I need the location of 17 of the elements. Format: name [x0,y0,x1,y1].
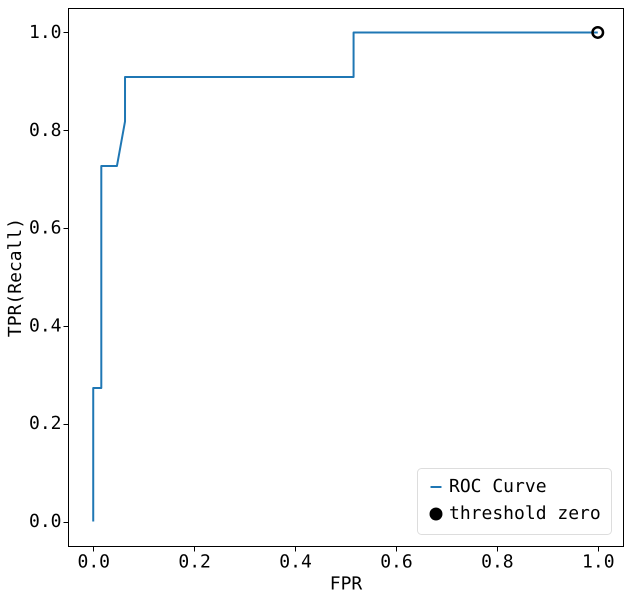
y-axis-title: TPR(Recall) [4,218,26,338]
x-tick-label: 0.2 [178,552,211,572]
x-tick-label: 0.0 [77,552,110,572]
y-tick-label: 0.0 [28,511,62,532]
x-tick-label: 0.6 [380,552,413,572]
y-tick-label: 1.0 [28,22,62,43]
y-tick-label: 0.6 [28,218,62,239]
x-tick-label: 1.0 [582,552,615,572]
x-tick-label: 0.4 [279,552,312,572]
x-axis-title: FPR [330,574,362,594]
y-tick-label: 0.2 [28,413,62,434]
y-tick-label: 0.4 [28,315,62,336]
y-tick-label: 0.8 [28,120,62,141]
legend-label: ROC Curve [449,476,547,497]
line-series [92,31,599,523]
legend-label: threshold zero [449,503,601,524]
x-tick-label: 0.8 [481,552,514,572]
